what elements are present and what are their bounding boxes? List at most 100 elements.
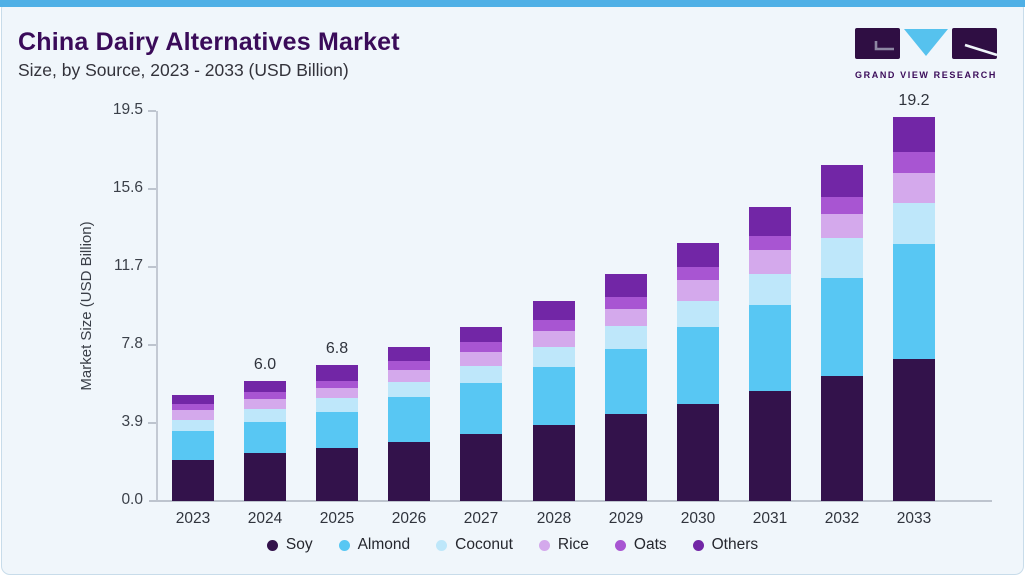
bar-segment-others [821,165,863,197]
bar-segment-rice [677,280,719,301]
bar-segment-oats [821,197,863,214]
grand-view-research-logo: GRAND VIEW RESEARCH [855,28,998,80]
bar-segment-soy [460,434,502,501]
bar-segment-others [460,327,502,342]
bar-segment-oats [749,236,791,250]
top-accent-bar [0,0,1025,7]
bar-total-label-2025: 6.8 [325,340,349,357]
bar-segment-oats [677,267,719,280]
y-tick [148,344,156,346]
y-tick [148,266,156,268]
bar-segment-oats [172,404,214,410]
bar-segment-oats [605,297,647,309]
bar-segment-almond [749,305,791,391]
legend-label: Oats [633,536,667,553]
bar-segment-rice [172,410,214,420]
legend-label: Coconut [455,536,513,553]
legend-item-rice: Rice [538,536,589,554]
bar-segment-others [316,365,358,381]
legend-dot-oats [614,539,626,551]
bar-segment-others [388,347,430,361]
bar-segment-soy [605,414,647,501]
x-axis-label-2024: 2024 [247,510,283,527]
legend-dot-almond [338,539,350,551]
legend-item-oats: Oats [614,536,667,554]
bar-segment-soy [244,453,286,501]
bar-segment-coconut [749,274,791,305]
legend-item-coconut: Coconut [436,536,513,554]
x-axis-label-2023: 2023 [175,510,211,527]
bar-segment-soy [893,359,935,501]
x-axis-label-2025: 2025 [319,510,355,527]
bar-segment-almond [316,412,358,448]
bar-segment-others [244,381,286,392]
bar-segment-rice [316,388,358,398]
bar-segment-almond [244,422,286,453]
bar-segment-soy [677,404,719,501]
legend-dot-rice [538,539,550,551]
bar-segment-almond [460,383,502,434]
x-axis-label-2028: 2028 [536,510,572,527]
x-axis-label-2032: 2032 [824,510,860,527]
y-tick-label: 0.0 [121,491,143,508]
legend-label: Soy [285,536,313,553]
logo-text: GRAND VIEW RESEARCH [855,70,997,80]
bar-segment-oats [893,152,935,173]
y-tick [148,110,156,112]
bar-segment-soy [316,448,358,501]
bar-segment-coconut [244,409,286,422]
bar-segment-oats [388,361,430,370]
x-axis-label-2031: 2031 [752,510,788,527]
chart-legend: Soy Almond Coconut Rice Oats Others [0,536,1025,554]
legend-item-almond: Almond [338,536,411,554]
bar-segment-almond [605,349,647,414]
legend-label: Almond [357,536,411,553]
logo-g-detail [874,41,894,51]
bar-segment-soy [533,425,575,501]
y-tick-label: 11.7 [113,257,143,274]
bar-segment-almond [893,244,935,359]
bar-segment-soy [749,391,791,501]
logo-r-mark [952,28,997,59]
logo-v-mark [904,29,948,56]
legend-dot-coconut [436,539,448,551]
bar-segment-coconut [388,382,430,397]
legend-dot-others [692,539,704,551]
bar-segment-rice [821,214,863,238]
bar-segment-others [172,395,214,404]
legend-dot-soy [266,539,278,551]
x-axis-label-2033: 2033 [896,510,932,527]
y-tick-label: 19.5 [112,101,143,118]
bar-segment-coconut [821,238,863,278]
bar-segment-rice [605,309,647,326]
y-axis-line [156,111,158,501]
x-axis-label-2026: 2026 [391,510,427,527]
grand-view-research-logo-icon [855,28,998,59]
bar-segment-rice [460,352,502,366]
y-axis-title: Market Size (USD Billion) [78,221,95,391]
page-title: China Dairy Alternatives Market [18,28,400,56]
bar-segment-coconut [533,347,575,367]
bar-segment-soy [388,442,430,501]
bar-segment-almond [677,327,719,404]
bar-segment-rice [893,173,935,203]
bar-segment-coconut [172,420,214,431]
bar-segment-others [749,207,791,236]
bar-segment-almond [388,397,430,442]
bar-segment-coconut [460,366,502,383]
x-axis-label-2027: 2027 [463,510,499,527]
legend-label: Others [711,536,759,553]
logo-r-detail [964,43,998,57]
bar-segment-soy [172,460,214,501]
page-subtitle: Size, by Source, 2023 - 2033 (USD Billio… [18,60,349,80]
logo-g-mark [855,28,900,59]
y-tick-label: 7.8 [121,335,143,352]
y-tick [148,188,156,190]
bar-total-label-2033: 19.2 [898,92,930,109]
bar-segment-coconut [893,203,935,244]
bar-segment-almond [533,367,575,425]
legend-item-others: Others [692,536,759,554]
bar-segment-oats [533,320,575,331]
legend-item-soy: Soy [266,536,313,554]
